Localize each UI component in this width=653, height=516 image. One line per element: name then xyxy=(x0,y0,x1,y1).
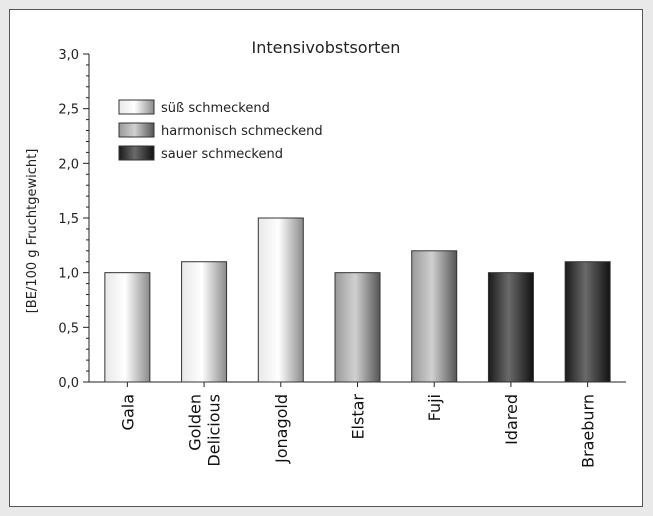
y-tick-label: 1,0 xyxy=(58,267,79,282)
y-tick-label: 0,5 xyxy=(58,321,79,336)
legend-label: harmonisch schmeckend xyxy=(161,124,323,139)
legend: süß schmeckend harmonisch schmeckend sauer… xyxy=(118,99,323,162)
chart-title: Intensivobstsorten xyxy=(252,38,401,57)
bar-golden-delicious xyxy=(181,261,228,383)
x-tick-label: Elstar xyxy=(349,394,368,440)
x-tick-label: Fuji xyxy=(425,394,444,421)
legend-swatch-süß xyxy=(118,99,155,115)
y-tick-label: 2,5 xyxy=(58,103,79,118)
legend-label: süß schmeckend xyxy=(161,101,270,116)
legend-swatch-harmonisch xyxy=(118,122,155,138)
bars xyxy=(104,217,611,383)
x-tick-label: GoldenDelicious xyxy=(186,394,224,467)
bar-jonagold xyxy=(257,217,304,383)
legend-label: sauer schmeckend xyxy=(161,147,283,162)
y-tick-label: 1,5 xyxy=(58,212,79,227)
y-tick-label: 2,0 xyxy=(58,157,79,172)
bar-fuji xyxy=(411,250,458,383)
x-tick-label: Gala xyxy=(118,394,137,430)
axes: 0,0 0,5 1,0 1,5 2,0 2,5 3,0 xyxy=(58,48,626,391)
x-tick-labels: Gala GoldenDelicious Jonagold Elstar Fuji Ida… xyxy=(118,394,597,468)
bar-chart: Intensivobstsorten [BE/100 g Fruchtgewic… xyxy=(25,38,626,468)
y-tick-label: 3,0 xyxy=(58,48,79,63)
x-tick-label: Braeburn xyxy=(579,394,598,468)
y-tick-label: 0,0 xyxy=(58,376,79,391)
x-tick-label: Jonagold xyxy=(272,394,291,464)
x-tick-label: Idared xyxy=(502,394,521,445)
bar-braeburn xyxy=(564,261,611,383)
bar-gala xyxy=(104,272,151,383)
legend-swatch-sauer xyxy=(118,145,155,161)
y-axis-label: [BE/100 g Fruchtgewicht] xyxy=(25,149,40,314)
bar-elstar xyxy=(334,272,381,383)
bar-idared xyxy=(487,272,534,383)
chart-frame: Intensivobstsorten [BE/100 g Fruchtgewic… xyxy=(9,9,643,507)
